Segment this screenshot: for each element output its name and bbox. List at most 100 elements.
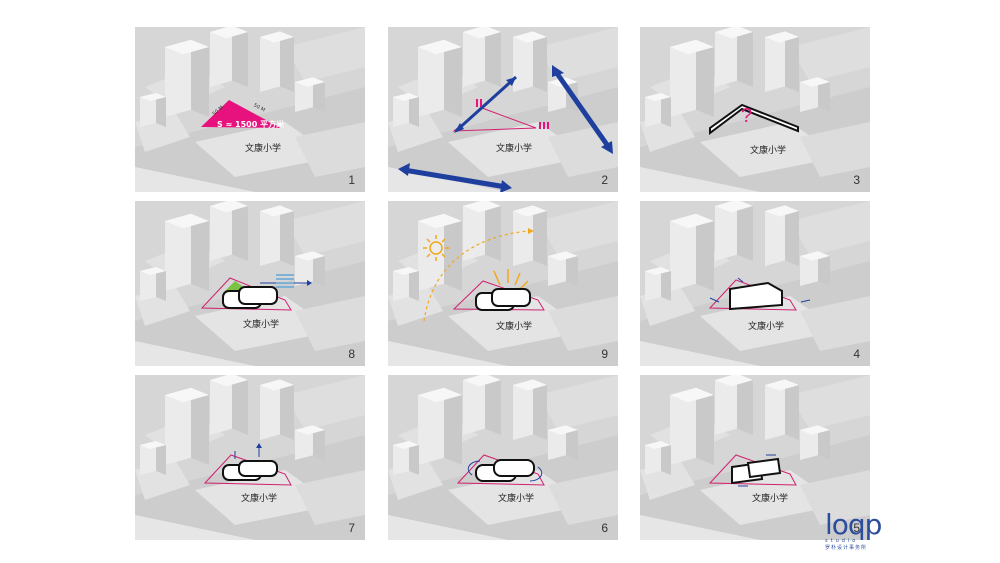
building-block [715,201,737,261]
building-block [165,387,191,465]
building-block [670,39,714,55]
arrow-head-icon [500,180,512,192]
road-arrow [403,167,507,190]
building-block [295,251,325,261]
building-block [670,213,696,291]
building-block [485,27,501,87]
building-block [195,296,335,351]
building-block [765,31,785,92]
building-block [785,205,799,266]
building-block [135,167,255,192]
building-block [418,387,444,465]
building-block [210,201,232,261]
building-block [140,93,156,127]
school-label: 文康小学 [498,494,535,504]
building-volume [238,460,278,477]
building-block [670,213,714,229]
building-block [715,27,753,39]
site-outline [200,277,292,311]
building-block [285,201,365,256]
building-block [191,39,209,117]
split-volume-overlay [203,443,292,486]
school-label: 文康小学 [241,494,278,504]
city-massing-model [388,375,618,540]
city-massing-model [640,27,870,192]
building-block [191,387,209,465]
building-block [548,425,578,435]
building-block [765,379,785,440]
pedestrian-icon [539,122,549,129]
building-block [645,93,661,127]
site-triangle [201,100,281,128]
building-block [715,27,737,87]
building-block [800,251,830,261]
building-block [156,267,166,301]
building-block [156,441,166,475]
building-volume [238,286,278,305]
traffic-overlay [398,65,613,192]
building-block [696,387,714,465]
building-block [463,201,485,261]
building-block [645,441,671,449]
building-block [800,122,870,177]
building-block [444,213,462,291]
building-block [463,27,485,87]
site-area-label: S ≈ 1500 平方米 [217,120,285,129]
panel-number: 1 [348,173,355,187]
building-block [513,205,533,266]
building-block [418,39,444,117]
building-block [513,31,547,43]
diagram-panel-6: 文康小学 6 [388,375,618,540]
building-block [765,205,785,266]
building-block [409,441,419,475]
building-block [210,27,232,87]
building-volume [729,281,783,311]
arrow-head-icon [528,228,534,234]
building-block [260,31,294,43]
building-block [285,27,365,82]
building-block [295,77,325,87]
building-block [790,27,870,82]
building-block [463,201,501,213]
arrow-head-icon [454,123,464,133]
diagram-panel-5: 文康小学 5 [640,375,870,540]
building-block [645,267,661,301]
building-block [661,93,671,127]
building-block [388,341,508,366]
arrow-head-icon [398,163,410,176]
building-block [800,470,870,525]
water-view-icon [276,274,294,288]
building-block [548,251,578,261]
question-mark: ? [741,105,753,127]
green-view-overlay [200,274,312,311]
building-block [513,205,547,217]
building-block [260,205,294,217]
rotation-overlay [456,454,545,486]
diagram-panel-1: 50 M 50 M S ≈ 1500 平方米 文康小学 1 [135,27,365,192]
building-block [700,122,840,177]
building-block [165,213,191,291]
building-block [135,341,255,366]
building-block [463,27,501,39]
building-block [485,375,501,435]
setback-arrow [800,299,811,303]
diagram-panel-4: 文康小学 4 [640,201,870,366]
building-block [409,93,419,127]
panel-number: 9 [601,347,608,361]
city-massing-model [388,201,618,366]
sun-icon [423,235,449,261]
building-block [140,267,156,301]
building-block [260,31,280,92]
site-outline [708,279,797,311]
logo-wordmark: loqp [825,508,882,541]
building-block [548,470,618,525]
school-label: 文康小学 [245,144,282,154]
school-label: 文康小学 [750,146,787,156]
building-block [409,267,419,301]
diagram-panel-2: 文康小学 2 [388,27,618,192]
building-block [765,379,799,391]
rotate-arrow [467,460,481,476]
panel-number: 4 [853,347,860,361]
building-block [800,296,870,351]
building-block [533,31,547,92]
